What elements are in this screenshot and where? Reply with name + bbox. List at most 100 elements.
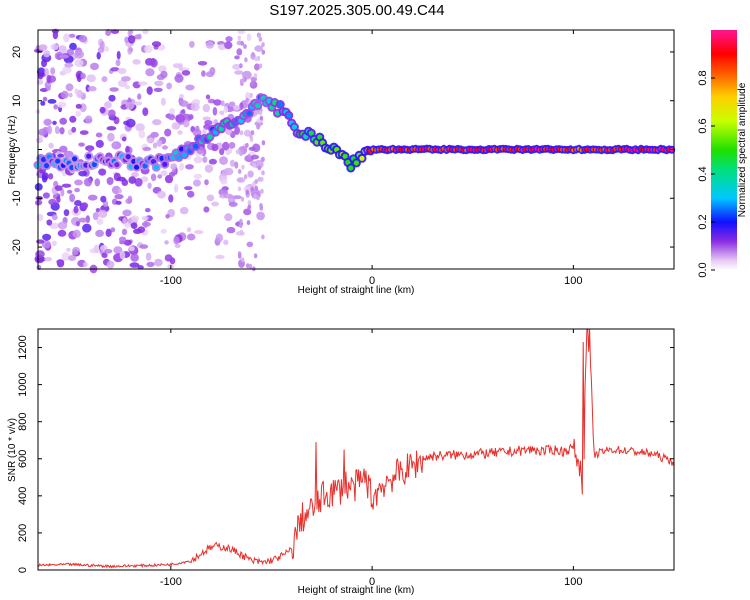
spectrogram-noise-blob bbox=[116, 50, 121, 60]
spectrogram-noise-blob bbox=[130, 253, 139, 262]
spectrogram-noise-blob bbox=[69, 193, 75, 203]
y-tick-label: 20 bbox=[11, 46, 23, 58]
spectrogram-noise-blob bbox=[40, 100, 46, 106]
ridge-core bbox=[207, 134, 213, 140]
snr-panel: -100 0 100 0 200 400 600 800 1000 1200 Height of… bbox=[7, 328, 675, 596]
spectrogram-noise-blob bbox=[173, 236, 180, 245]
spectrogram-noise-blob bbox=[236, 48, 243, 56]
spectrogram-noise-blob bbox=[34, 183, 43, 191]
spectrogram-noise-blob bbox=[43, 118, 52, 127]
spectrogram-noise-blob bbox=[122, 209, 132, 217]
spectrogram-noise-blob bbox=[140, 176, 149, 183]
spectrogram-noise-blob bbox=[174, 243, 181, 248]
spectrogram-noise-blob bbox=[250, 81, 254, 86]
spectrogram-noise-blob bbox=[234, 161, 239, 169]
spectrogram-noise-blob bbox=[66, 189, 73, 194]
spectrogram-noise-blob bbox=[259, 203, 263, 209]
spectrogram-noise-blob bbox=[72, 229, 81, 238]
spectrogram-noise-blob bbox=[145, 208, 151, 213]
ridge-core bbox=[291, 124, 297, 130]
spectrogram-noise-blob bbox=[48, 142, 54, 149]
spectrogram-noise-blob bbox=[110, 227, 116, 233]
spectrogram-noise-blob bbox=[50, 43, 59, 50]
spectrogram-noise-blob bbox=[73, 205, 79, 214]
spectrogram-noise-blob bbox=[56, 196, 61, 203]
spectrogram-noise-blob bbox=[119, 251, 126, 260]
spectrogram-noise-blob bbox=[63, 33, 70, 43]
spectrogram-noise-blob bbox=[137, 265, 144, 270]
colorbar-tick-label: 0.8 bbox=[697, 70, 709, 85]
colorbar-gradient bbox=[711, 30, 737, 270]
spectrogram-noise-blob bbox=[104, 249, 113, 254]
snr-series-line bbox=[38, 329, 674, 569]
spectrogram-noise-blob bbox=[172, 63, 182, 69]
spectrogram-noise-blob bbox=[189, 40, 195, 48]
spectrogram-noise-blob bbox=[145, 68, 155, 77]
ridge-core bbox=[125, 154, 131, 160]
spectrogram-noise-blob bbox=[115, 200, 122, 205]
spectrogram-noise-blob bbox=[239, 151, 243, 157]
spectrogram-y-ticks: -20 -10 0 10 20 bbox=[11, 46, 674, 255]
spectrogram-noise-blob bbox=[83, 177, 93, 187]
spectrogram-noise-blob bbox=[96, 51, 101, 60]
spectrogram-noise-blob bbox=[238, 177, 243, 182]
spectrogram-noise-blob bbox=[158, 65, 167, 73]
spectrogram-noise-blob bbox=[74, 59, 84, 67]
spectrogram-noise-blob bbox=[108, 94, 116, 102]
spectrogram-noise-blob bbox=[59, 145, 68, 153]
spectrogram-noise-blob bbox=[206, 194, 215, 202]
chart-title: S197.2025.305.00.49.C44 bbox=[269, 2, 444, 19]
spectrogram-noise-blob bbox=[252, 162, 257, 168]
spectrogram-noise-blob bbox=[160, 170, 168, 177]
spectrogram-noise-blob bbox=[224, 41, 233, 50]
spectrogram-noise-blob bbox=[234, 70, 244, 75]
spectrogram-noise-blob bbox=[141, 221, 151, 227]
spectrogram-noise-blob bbox=[211, 201, 220, 207]
spectrogram-noise-blob bbox=[78, 142, 85, 147]
snr-plot-area bbox=[38, 329, 674, 570]
spectrogram-noise-blob bbox=[195, 125, 200, 132]
spectrogram-noise-blob bbox=[202, 128, 207, 136]
spectrogram-noise-blob bbox=[245, 142, 249, 148]
spectrogram-noise-blob bbox=[205, 94, 211, 100]
spectrogram-noise-blob bbox=[226, 226, 236, 234]
spectrogram-noise-blob bbox=[202, 103, 210, 113]
colorbar-tick-label: 0.6 bbox=[697, 118, 709, 133]
spectrogram-noise-blob bbox=[75, 103, 82, 109]
spectrogram-noise-blob bbox=[233, 104, 240, 111]
spectrogram-noise-blob bbox=[228, 142, 236, 149]
spectrogram-noise-blob bbox=[248, 146, 256, 151]
spectrogram-noise-blob bbox=[243, 44, 247, 49]
spectrogram-noise-blob bbox=[173, 184, 179, 193]
spectrogram-noise-blob bbox=[100, 195, 107, 203]
spectrogram-noise-blob bbox=[238, 253, 242, 259]
spectrogram-noise-blob bbox=[98, 209, 108, 219]
spectrogram-noise-blob bbox=[36, 256, 47, 262]
spectrogram-noise-blob bbox=[220, 100, 225, 107]
spectrogram-noise-blob bbox=[75, 220, 80, 227]
spectrogram-noise-blob bbox=[181, 109, 186, 114]
spectrogram-noise-blob bbox=[74, 179, 83, 186]
spectrogram-noise-blob bbox=[84, 115, 93, 124]
spectrogram-noise-blob bbox=[57, 101, 67, 109]
spectrogram-noise-blob bbox=[115, 59, 121, 67]
ridge-core bbox=[193, 143, 199, 149]
spectrogram-noise-blob bbox=[245, 189, 250, 195]
spectrogram-noise-blob bbox=[37, 72, 44, 80]
spectrogram-noise-blob bbox=[261, 140, 266, 146]
spectrogram-noise-blob bbox=[128, 246, 135, 252]
spectrogram-noise-blob bbox=[41, 172, 49, 181]
spectrogram-noise-blob bbox=[247, 154, 251, 160]
spectrogram-noise-blob bbox=[128, 176, 137, 184]
spectrogram-noise-blob bbox=[150, 173, 157, 182]
x-tick-label: 0 bbox=[369, 576, 375, 588]
spectrogram-noise-blob bbox=[41, 59, 47, 68]
spectrogram-noise-blob bbox=[153, 87, 163, 92]
spectrogram-noise-blob bbox=[129, 29, 134, 35]
ridge-core bbox=[41, 156, 47, 163]
spectrogram-noise-blob bbox=[152, 119, 162, 126]
spectrogram-noise-blob bbox=[42, 96, 48, 102]
spectrogram-noise-blob bbox=[253, 193, 257, 199]
spectrogram-noise-blob bbox=[179, 206, 189, 215]
spectrogram-noise-blob bbox=[202, 156, 208, 164]
